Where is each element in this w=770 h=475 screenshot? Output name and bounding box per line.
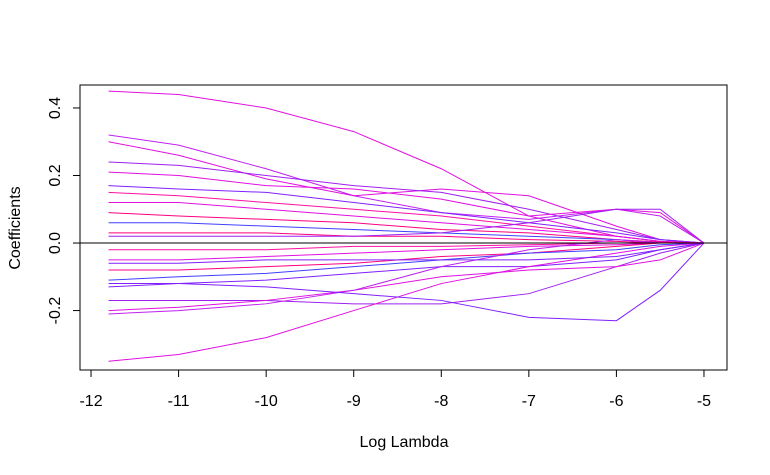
- x-tick-label: -7: [522, 393, 536, 410]
- coefficient-path: [108, 242, 705, 264]
- y-axis-label: Coefficients: [7, 186, 24, 269]
- x-tick-label: -8: [434, 393, 448, 410]
- coefficient-path: [108, 242, 704, 271]
- coefficient-path: [108, 242, 704, 281]
- coefficient-path: [108, 171, 705, 244]
- coefficient-path: [108, 212, 704, 244]
- coefficient-path: [108, 242, 704, 261]
- coefficient-path: [108, 242, 705, 305]
- x-axis-label: Log Lambda: [360, 434, 449, 451]
- y-tick-label: 0.2: [47, 164, 64, 186]
- x-tick-label: -6: [609, 393, 623, 410]
- x-tick-label: -9: [347, 393, 361, 410]
- x-tick-label: -11: [168, 393, 190, 410]
- y-tick-label: 0.0: [47, 232, 64, 254]
- coefficient-path: [108, 141, 705, 244]
- y-tick-label: 0.4: [47, 97, 64, 119]
- x-tick-label: -12: [79, 393, 102, 410]
- x-tick-label: -10: [255, 393, 278, 410]
- y-tick-label: -0.2: [47, 297, 64, 325]
- coefficient-path: [108, 232, 704, 244]
- x-tick-label: -5: [697, 393, 711, 410]
- coefficient-path: [108, 208, 705, 244]
- coefficient-path: [108, 242, 705, 362]
- plot-frame: [79, 84, 728, 371]
- coefficient-path: [108, 202, 704, 244]
- coefficient-path: [108, 185, 705, 244]
- coefficient-path: [108, 161, 705, 244]
- coefficient-path: [108, 239, 704, 315]
- coefficient-path: [108, 242, 705, 312]
- coefficient-path: [108, 242, 705, 322]
